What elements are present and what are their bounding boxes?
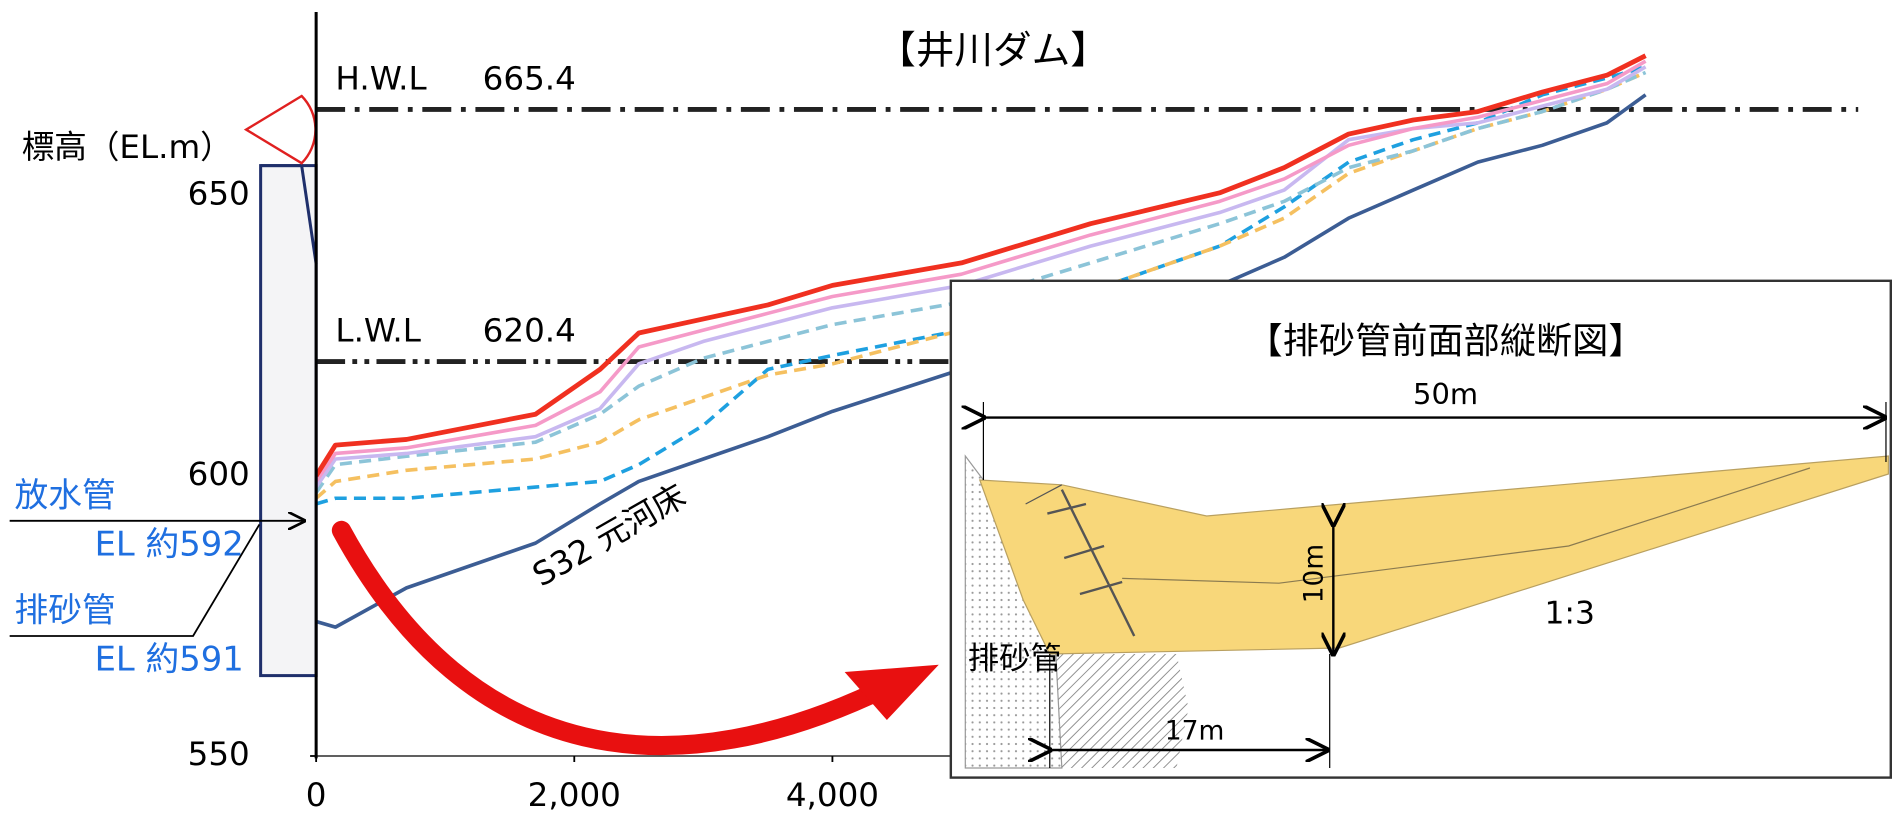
dam-body — [261, 166, 317, 676]
y-tick-label: 550 — [188, 735, 250, 773]
sediment-pipe-elevation: EL 約591 — [95, 640, 244, 679]
chart-title: 【井川ダム】 — [877, 28, 1109, 73]
width-label: 50m — [1413, 377, 1478, 411]
sediment-pipe-name: 排砂管 — [14, 591, 115, 630]
y-axis-label: 標高（EL.m） — [22, 128, 233, 166]
reference-label: H.W.L — [335, 60, 426, 98]
y-tick-label: 650 — [188, 175, 250, 213]
slope-label: 1:3 — [1544, 595, 1594, 631]
outlet-elevation: EL 約592 — [95, 525, 244, 564]
length-label: 17m — [1165, 716, 1225, 747]
chart: 550 600 650 0 2,000 4,000 H.W.L 665.4 L.W.L 620.4… — [0, 0, 1892, 816]
flow-arrow — [341, 530, 892, 745]
x-tick-label: 2,000 — [528, 776, 621, 814]
x-tick-label: 0 — [306, 776, 327, 814]
reference-value: 620.4 — [483, 312, 576, 350]
x-tick-label: 4,000 — [786, 776, 879, 814]
inset: 【排砂管前面部縦断図】 50m 10m 17m 1:3 排砂管 — [951, 281, 1891, 778]
y-tick-label: 600 — [188, 455, 250, 493]
reference-value: 665.4 — [483, 60, 576, 98]
pipe-label: 排砂管 — [968, 641, 1062, 677]
water-level-marker — [246, 96, 315, 163]
reference-label: L.W.L — [335, 312, 420, 350]
inset-title: 【排砂管前面部縦断図】 — [1247, 320, 1645, 362]
depth-label: 10m — [1299, 544, 1330, 603]
outlet-name: 放水管 — [14, 475, 115, 514]
